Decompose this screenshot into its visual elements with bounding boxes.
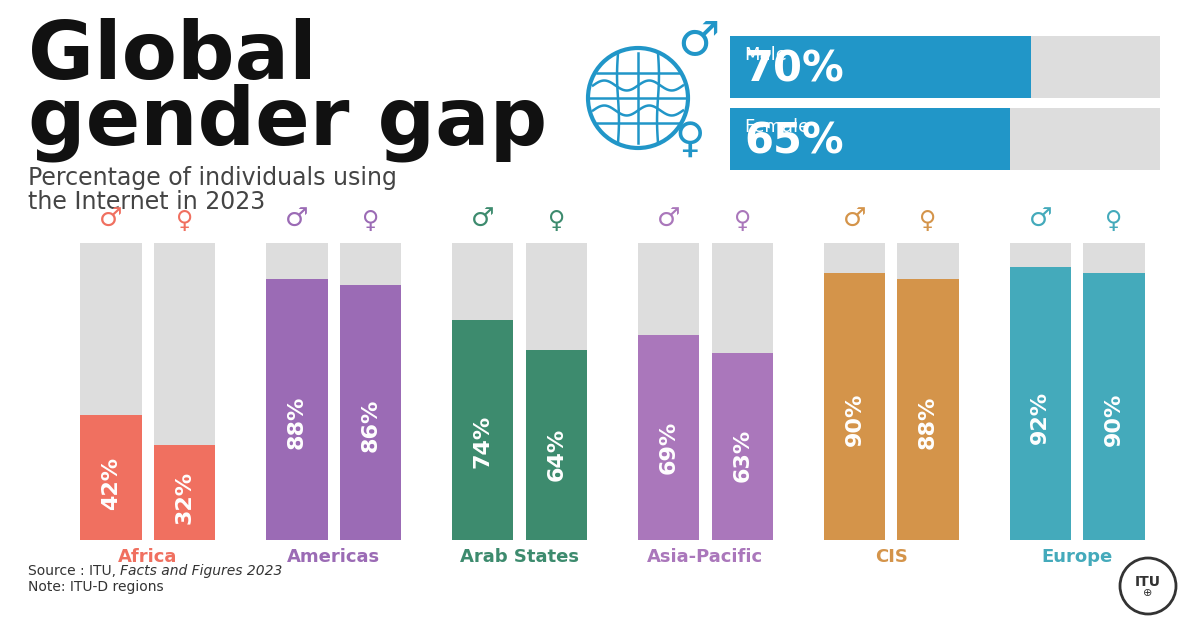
Bar bbox=[452, 243, 514, 540]
Text: ♂: ♂ bbox=[470, 207, 494, 233]
Bar bbox=[526, 350, 587, 540]
Text: Africa: Africa bbox=[119, 548, 178, 566]
Text: 65%: 65% bbox=[744, 120, 844, 162]
Text: 90%: 90% bbox=[845, 393, 864, 447]
Bar bbox=[80, 415, 142, 540]
Bar bbox=[638, 335, 700, 540]
Text: Asia-Pacific: Asia-Pacific bbox=[647, 548, 763, 566]
Text: ⊕: ⊕ bbox=[1144, 588, 1153, 598]
Circle shape bbox=[588, 48, 688, 148]
Text: 88%: 88% bbox=[287, 396, 307, 449]
Bar bbox=[638, 243, 700, 540]
Text: 64%: 64% bbox=[546, 428, 566, 481]
Text: Arab States: Arab States bbox=[460, 548, 580, 566]
Bar bbox=[898, 279, 959, 540]
Bar bbox=[340, 284, 401, 540]
Bar bbox=[730, 108, 1009, 170]
Bar bbox=[730, 36, 1031, 98]
Bar bbox=[730, 36, 1160, 98]
Bar bbox=[730, 108, 1160, 170]
Text: Note: ITU-D regions: Note: ITU-D regions bbox=[28, 580, 163, 594]
Text: ♀: ♀ bbox=[733, 209, 751, 233]
Text: the Internet in 2023: the Internet in 2023 bbox=[28, 190, 265, 214]
Text: Female: Female bbox=[744, 118, 809, 136]
Bar bbox=[823, 273, 886, 540]
Text: Europe: Europe bbox=[1042, 548, 1112, 566]
Text: ♀: ♀ bbox=[674, 119, 706, 161]
Bar bbox=[1009, 243, 1070, 540]
Text: Global: Global bbox=[28, 18, 317, 96]
Text: 86%: 86% bbox=[360, 398, 380, 452]
Text: 92%: 92% bbox=[1031, 391, 1050, 443]
Text: 63%: 63% bbox=[732, 429, 752, 482]
Text: ITU: ITU bbox=[1135, 575, 1162, 589]
Bar bbox=[80, 243, 142, 540]
Text: ♂: ♂ bbox=[100, 207, 122, 233]
Bar bbox=[154, 243, 215, 540]
Text: ♀: ♀ bbox=[176, 209, 193, 233]
Bar bbox=[266, 279, 328, 540]
Text: ♂: ♂ bbox=[842, 207, 866, 233]
Bar bbox=[526, 243, 587, 540]
Bar bbox=[1009, 267, 1070, 540]
Bar bbox=[154, 445, 215, 540]
Bar bbox=[266, 243, 328, 540]
Text: ♀: ♀ bbox=[1105, 209, 1122, 233]
Text: 90%: 90% bbox=[1104, 393, 1124, 447]
Bar bbox=[1084, 243, 1145, 540]
Bar bbox=[823, 243, 886, 540]
Text: Percentage of individuals using: Percentage of individuals using bbox=[28, 166, 397, 190]
Text: Facts and Figures 2023: Facts and Figures 2023 bbox=[120, 564, 282, 578]
Text: ♂: ♂ bbox=[677, 19, 719, 65]
Text: Male: Male bbox=[744, 46, 787, 64]
Text: ♀: ♀ bbox=[547, 209, 565, 233]
Bar bbox=[1084, 273, 1145, 540]
Text: ♀: ♀ bbox=[362, 209, 379, 233]
Text: 74%: 74% bbox=[473, 414, 493, 468]
Text: Source : ITU,: Source : ITU, bbox=[28, 564, 120, 578]
Text: ♂: ♂ bbox=[656, 207, 680, 233]
Text: ♂: ♂ bbox=[286, 207, 308, 233]
Bar bbox=[898, 243, 959, 540]
Text: Americas: Americas bbox=[287, 548, 380, 566]
Text: 88%: 88% bbox=[918, 396, 938, 449]
Circle shape bbox=[1120, 558, 1176, 614]
Text: gender gap: gender gap bbox=[28, 83, 547, 161]
Bar bbox=[340, 243, 401, 540]
Text: ♂: ♂ bbox=[1028, 207, 1052, 233]
Text: 32%: 32% bbox=[175, 470, 194, 524]
Bar bbox=[712, 243, 773, 540]
Text: 69%: 69% bbox=[659, 421, 679, 474]
Text: CIS: CIS bbox=[875, 548, 907, 566]
Bar bbox=[712, 353, 773, 540]
Text: ♀: ♀ bbox=[919, 209, 937, 233]
Text: 42%: 42% bbox=[101, 457, 121, 511]
Bar bbox=[452, 320, 514, 540]
Text: 70%: 70% bbox=[744, 48, 844, 90]
